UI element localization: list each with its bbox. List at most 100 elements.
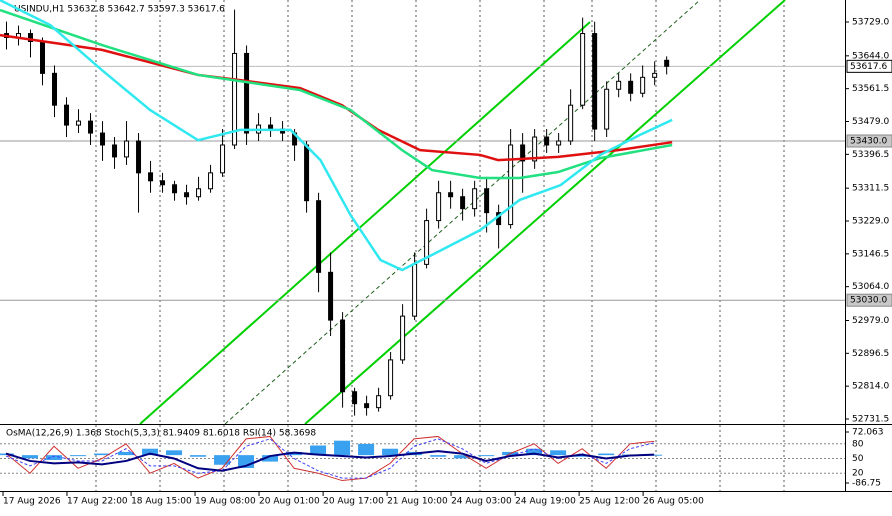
osma-bar bbox=[142, 448, 159, 456]
y-tick-label: 53064.0 bbox=[852, 282, 889, 292]
x-tick-label: 18 Aug 15:00 bbox=[131, 497, 192, 507]
osma-bar bbox=[310, 445, 327, 456]
candle-body bbox=[76, 120, 82, 126]
candle-body bbox=[244, 52, 250, 134]
y-tick-label: 53229.0 bbox=[852, 216, 889, 226]
candle-body bbox=[544, 136, 550, 146]
candle-body bbox=[424, 220, 430, 265]
candle-body bbox=[352, 391, 358, 405]
candle-body bbox=[112, 144, 118, 158]
line-series bbox=[5, 450, 655, 472]
osma-bar bbox=[550, 450, 567, 456]
osma-bar bbox=[46, 455, 63, 460]
level-label: 53430.0 bbox=[850, 137, 887, 147]
candle-body bbox=[376, 395, 382, 409]
osma-bar bbox=[118, 451, 135, 456]
candle-body bbox=[52, 72, 58, 106]
candle-body bbox=[220, 144, 226, 174]
osma-bar bbox=[454, 455, 471, 459]
candle-body bbox=[532, 136, 538, 162]
chart-title: USINDU,H1 53632.8 53642.7 53597.3 53617.… bbox=[14, 5, 225, 15]
candle-body bbox=[520, 144, 526, 162]
candle-body bbox=[556, 140, 562, 146]
indicator-tick-label: 50 bbox=[852, 454, 864, 464]
line-series bbox=[5, 438, 655, 479]
line-series bbox=[0, 0, 673, 272]
y-tick-label: 53396.5 bbox=[852, 150, 889, 160]
y-tick-label: 53146.5 bbox=[852, 249, 889, 259]
channel-upper bbox=[139, 21, 591, 425]
osma-bar bbox=[70, 455, 87, 457]
candle-body bbox=[412, 263, 418, 317]
last-price-box bbox=[846, 59, 892, 73]
x-tick-label: 25 Aug 12:00 bbox=[579, 497, 640, 507]
x-tick-label: 24 Aug 19:00 bbox=[515, 497, 576, 507]
candle-body bbox=[184, 192, 190, 198]
osma-bar bbox=[526, 448, 543, 456]
candle-body bbox=[64, 104, 70, 126]
last-price-label: 53617.6 bbox=[850, 62, 887, 72]
osma-bar bbox=[214, 455, 231, 465]
candle-body bbox=[160, 180, 166, 186]
candle-body bbox=[172, 184, 178, 194]
candle-body bbox=[604, 88, 610, 130]
x-tick-label: 26 Aug 05:00 bbox=[643, 497, 704, 507]
y-tick-label: 53561.5 bbox=[852, 84, 889, 94]
osma-bar bbox=[382, 448, 399, 456]
osma-bar bbox=[22, 455, 39, 459]
candle-body bbox=[28, 33, 34, 43]
osma-bar bbox=[166, 450, 183, 456]
level-label: 53030.0 bbox=[850, 296, 887, 306]
x-tick-label: 20 Aug 01:00 bbox=[259, 497, 320, 507]
candle-body bbox=[40, 41, 46, 74]
candle-body bbox=[124, 140, 130, 158]
x-tick-label: 21 Aug 10:00 bbox=[387, 497, 448, 507]
y-tick-label: 53729.0 bbox=[852, 18, 889, 28]
candle-body bbox=[616, 80, 622, 90]
candle-body bbox=[460, 196, 466, 210]
candle-body bbox=[472, 188, 478, 210]
candle-body bbox=[436, 192, 442, 222]
candle-body bbox=[100, 132, 106, 146]
y-tick-label: 52896.5 bbox=[852, 349, 889, 359]
candle-body bbox=[580, 33, 586, 106]
y-tick-label: 53311.5 bbox=[852, 184, 889, 194]
indicator-y2-tick-label: -86.75 bbox=[852, 479, 881, 489]
x-tick-label: 17 Aug 22:00 bbox=[67, 497, 128, 507]
osma-bar bbox=[598, 453, 615, 456]
candle-body bbox=[652, 72, 658, 78]
y-tick-label: 52731.5 bbox=[852, 414, 889, 424]
candle-body bbox=[316, 200, 322, 273]
candle-body bbox=[364, 403, 370, 409]
vertical-grid bbox=[95, 0, 785, 492]
indicator-tick-label: 80 bbox=[852, 439, 864, 449]
candle-body bbox=[640, 76, 646, 94]
candle-body bbox=[208, 172, 214, 190]
candle-body bbox=[148, 172, 154, 182]
candle-body bbox=[328, 271, 334, 321]
level-label-box bbox=[846, 134, 892, 148]
candle-body bbox=[448, 192, 454, 198]
candle-body bbox=[508, 144, 514, 226]
candle-body bbox=[268, 124, 274, 130]
osma-bar bbox=[478, 455, 495, 457]
candle-body bbox=[232, 52, 238, 146]
indicator-tick-label: 20 bbox=[852, 469, 864, 479]
y-tick-label: 53479.0 bbox=[852, 117, 889, 127]
candle-body bbox=[664, 59, 670, 67]
candle-body bbox=[400, 315, 406, 361]
osma-bar bbox=[430, 455, 447, 457]
osma-bar bbox=[358, 443, 375, 456]
x-tick-label: 19 Aug 08:00 bbox=[195, 497, 256, 507]
osma-bar bbox=[334, 440, 351, 456]
x-tick-label: 20 Aug 17:00 bbox=[323, 497, 384, 507]
x-tick-label: 24 Aug 03:00 bbox=[451, 497, 512, 507]
candle-body bbox=[304, 144, 310, 202]
candle-body bbox=[592, 33, 598, 130]
osma-bar bbox=[190, 455, 207, 457]
candle-body bbox=[340, 319, 346, 393]
channel-lower bbox=[304, 0, 786, 425]
candle-body bbox=[628, 80, 634, 94]
